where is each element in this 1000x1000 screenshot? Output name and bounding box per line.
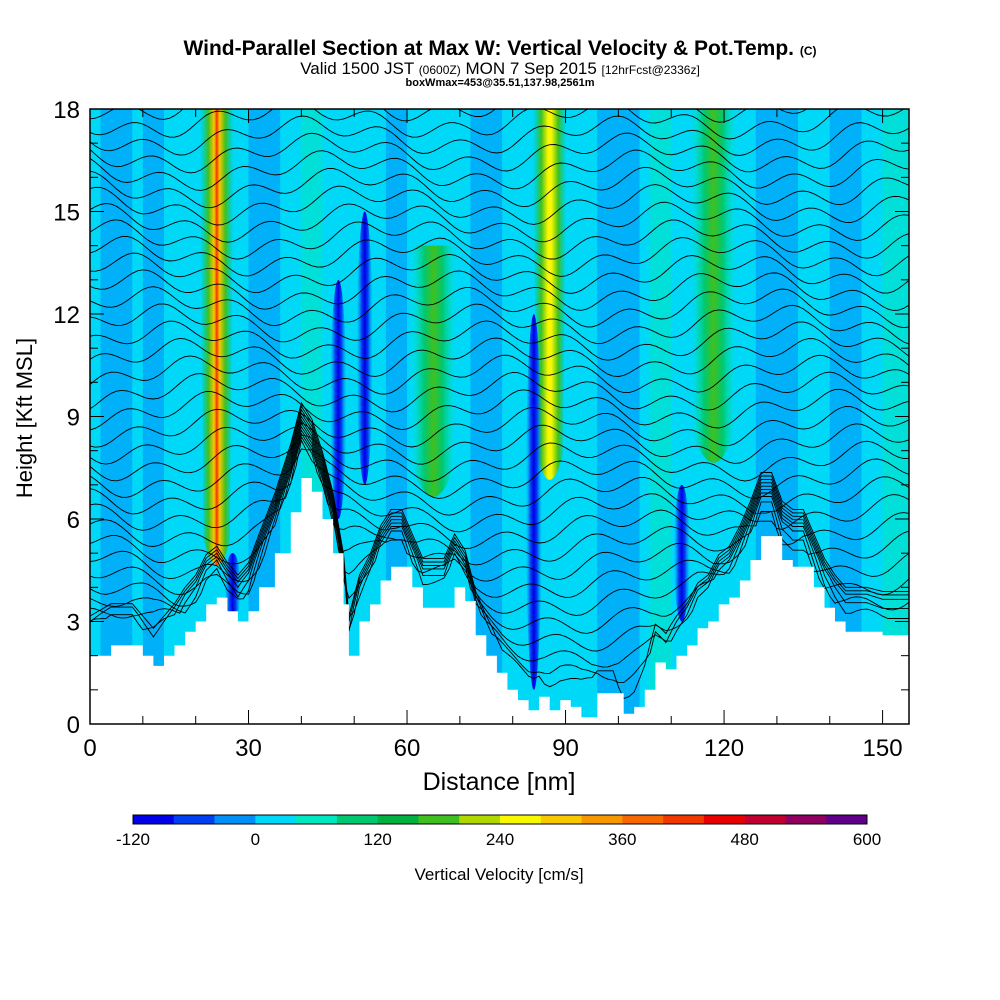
isentrope-line [90, 439, 909, 516]
colorbar-swatch [336, 815, 378, 824]
y-axis-label: Height [Kft MSL] [12, 338, 37, 498]
isentrope-line [90, 269, 909, 311]
isentrope-line [90, 320, 909, 361]
colorbar-swatch [663, 815, 705, 824]
isentrope-line [90, 115, 909, 156]
axis-ticks: 0 30 60 90 120 150 0 3 6 9 12 15 18 [53, 97, 909, 762]
y-tick-label: 12 [53, 302, 80, 329]
colorbar-tick-label: 120 [364, 830, 392, 849]
downdraft-core [356, 211, 373, 485]
colorbar-swatch [418, 815, 460, 824]
downdraft-core [525, 314, 542, 690]
isentrope-line [90, 448, 909, 499]
isentrope-line [90, 109, 905, 140]
velocity-band [100, 109, 133, 724]
x-tick-label: 120 [704, 735, 744, 762]
isentrope-line [90, 371, 909, 413]
colorbar-label: Vertical Velocity [cm/s] [414, 865, 583, 884]
isentrope-line [90, 235, 909, 277]
x-tick-label: 90 [552, 735, 579, 762]
isentrope-line [90, 406, 909, 448]
y-tick-label: 0 [67, 712, 80, 739]
colorbar-swatch [133, 815, 175, 824]
isentrope-line [90, 219, 909, 260]
velocity-band [142, 109, 164, 724]
colorbar-swatch [296, 815, 338, 824]
velocity-band [650, 109, 672, 724]
colorbar-tick-label: 480 [731, 830, 759, 849]
y-tick-label: 6 [67, 507, 80, 534]
isentrope-line [90, 422, 909, 598]
potential-temperature-contours [90, 65, 909, 700]
colorbar-swatch [173, 815, 215, 824]
isentrope-line [90, 65, 909, 105]
isentrope-line [90, 405, 909, 684]
chart-title-block: Wind-Parallel Section at Max W: Vertical… [0, 38, 1000, 90]
colorbar-frame [132, 814, 868, 825]
y-tick-label: 9 [67, 405, 80, 432]
isentrope-line [90, 337, 909, 377]
terrain-mask [90, 478, 909, 724]
colorbar-swatch [785, 815, 827, 824]
colorbar-swatch [581, 815, 623, 824]
isentrope-line [90, 201, 909, 243]
x-axis-label: Distance [nm] [423, 768, 576, 796]
isentrope-line [90, 434, 909, 482]
isentrope-line [90, 149, 909, 191]
chart-subtitle: Valid 1500 JST (0600Z) MON 7 Sep 2015 [1… [300, 59, 700, 78]
colorbar-swatch [826, 815, 868, 824]
downdraft-core [673, 484, 690, 622]
updraft-core [410, 245, 457, 497]
chart-box-info: boxWmax=453@35.51,137.98,2561m [405, 77, 595, 89]
colorbar-swatch [540, 815, 582, 824]
isentrope-line [90, 286, 909, 329]
colorbar-swatch [214, 815, 256, 824]
isentrope-line [90, 411, 909, 652]
colorbar-swatch [255, 815, 297, 824]
isentrope-line [90, 415, 909, 634]
isentrope-line [90, 422, 909, 465]
x-tick-label: 150 [863, 735, 903, 762]
isentrope-line [90, 354, 909, 395]
chart-title: Wind-Parallel Section at Max W: Vertical… [183, 37, 817, 60]
isentrope-line [90, 401, 909, 700]
x-tick-label: 30 [235, 735, 262, 762]
colorbar-swatch [500, 815, 542, 824]
colorbar-tick-label: 240 [486, 830, 514, 849]
isentrope-line [90, 408, 909, 668]
isentrope-line [90, 425, 909, 583]
isentrope-line [90, 184, 909, 226]
colorbar-tick-label: 600 [853, 830, 881, 849]
colorbar-tick-label: 0 [251, 830, 260, 849]
isentrope-line [90, 418, 909, 616]
colorbar-swatch [622, 815, 664, 824]
colorbar-swatch [377, 815, 419, 824]
isentrope-line [90, 432, 909, 549]
velocity-band [597, 109, 640, 724]
colorbar-swatch [459, 815, 501, 824]
isentrope-line [90, 429, 909, 566]
colorbar-tick-label: -120 [116, 830, 150, 849]
x-tick-label: 0 [83, 735, 96, 762]
colorbar-swatch [703, 815, 745, 824]
isentrope-line [90, 252, 909, 294]
updraft-core [532, 109, 567, 480]
x-tick-label: 60 [394, 735, 421, 762]
colorbar-tick-label: 360 [608, 830, 636, 849]
updraft-core [690, 109, 737, 463]
colorbar: -120 0 120 240 360 480 600 [116, 814, 881, 849]
velocity-cores [199, 109, 737, 690]
colorbar-swatch [744, 815, 786, 824]
isentrope-line [90, 303, 909, 345]
y-tick-label: 3 [67, 610, 80, 637]
y-tick-label: 15 [53, 200, 80, 227]
updraft-core [199, 109, 234, 566]
y-tick-label: 18 [53, 97, 80, 124]
isentrope-line [90, 166, 909, 209]
isentrope-line [90, 435, 909, 533]
isentrope-line [90, 132, 909, 174]
isentrope-line [90, 388, 909, 431]
